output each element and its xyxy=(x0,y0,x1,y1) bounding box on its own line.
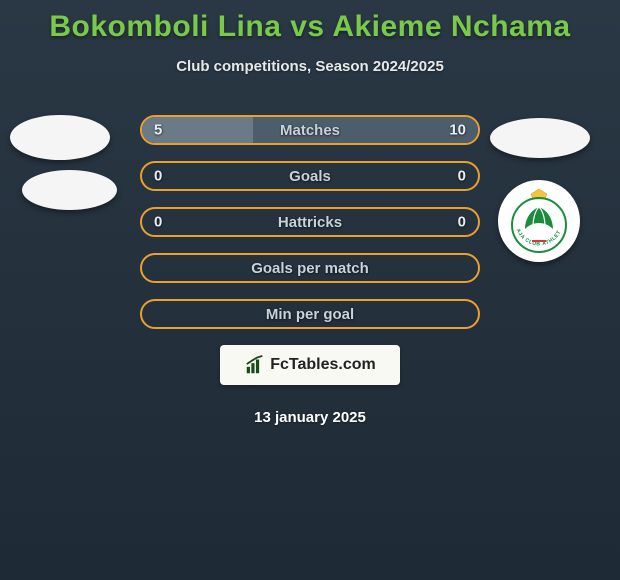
stat-label: Matches xyxy=(280,122,340,139)
snapshot-date: 13 january 2025 xyxy=(0,409,620,426)
player2-club-logo-2: RAJA CLUB ATHLETIC xyxy=(498,180,580,262)
stat-label: Goals per match xyxy=(251,260,369,277)
raja-club-badge-icon: RAJA CLUB ATHLETIC xyxy=(499,181,579,261)
stat-value-left: 5 xyxy=(154,122,162,139)
stat-label: Goals xyxy=(289,168,331,185)
stat-bar: Min per goal xyxy=(140,299,480,329)
stat-value-right: 0 xyxy=(458,214,466,231)
stat-bar: Goals per match xyxy=(140,253,480,283)
player2-club-logo-1 xyxy=(490,118,590,158)
player1-name: Bokomboli Lina xyxy=(49,10,281,43)
stat-bar: 0 0 Goals xyxy=(140,161,480,191)
player1-club-logo-1 xyxy=(10,115,110,160)
stat-value-right: 10 xyxy=(449,122,466,139)
stat-label: Min per goal xyxy=(266,306,354,323)
subtitle: Club competitions, Season 2024/2025 xyxy=(0,58,620,75)
vs-separator: vs xyxy=(281,10,332,43)
brand-text: FcTables.com xyxy=(270,356,376,374)
stat-bar: 5 10 Matches xyxy=(140,115,480,145)
stat-value-right: 0 xyxy=(458,168,466,185)
player2-name: Akieme Nchama xyxy=(332,10,570,43)
stat-label: Hattricks xyxy=(278,214,342,231)
stat-value-left: 0 xyxy=(154,214,162,231)
player1-club-logo-2 xyxy=(22,170,117,210)
brand-badge: FcTables.com xyxy=(220,345,400,385)
stat-value-left: 0 xyxy=(154,168,162,185)
brand-chart-icon xyxy=(244,354,266,376)
stat-bar: 0 0 Hattricks xyxy=(140,207,480,237)
page-title: Bokomboli Lina vs Akieme Nchama xyxy=(0,0,620,44)
